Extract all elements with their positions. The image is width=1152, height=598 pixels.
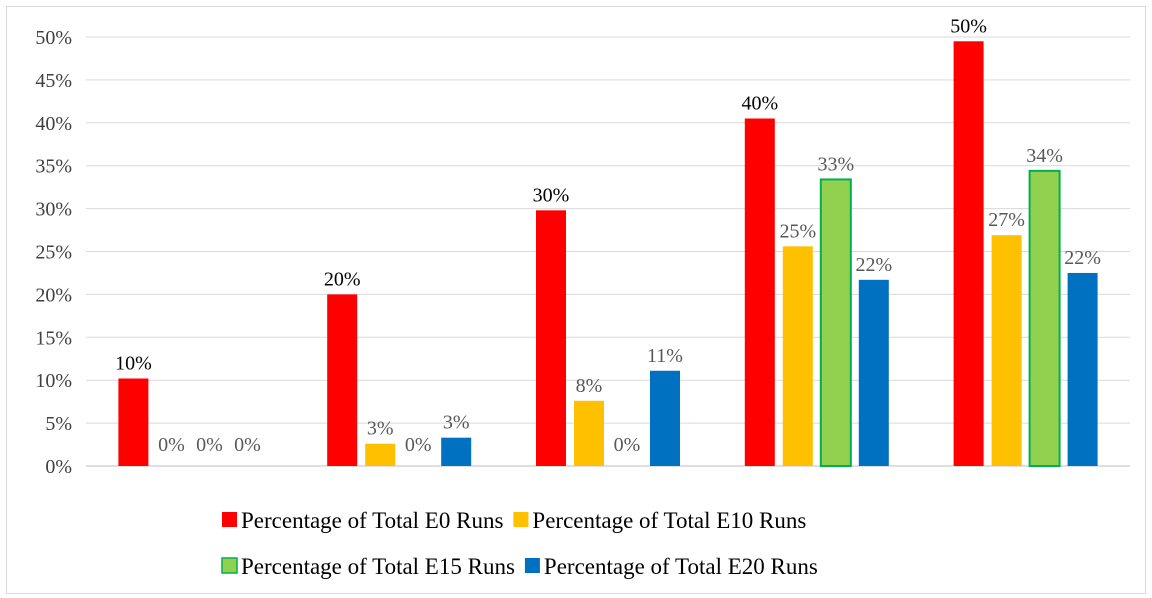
data-label: 22% <box>855 254 892 276</box>
y-tick-label: 15% <box>35 327 72 349</box>
data-label: 0% <box>158 434 185 456</box>
bar <box>536 210 566 466</box>
data-label: 3% <box>443 412 470 434</box>
data-label: 50% <box>950 15 987 37</box>
y-tick-label: 35% <box>35 156 72 178</box>
y-tick-label: 30% <box>35 199 72 221</box>
bar <box>574 400 604 466</box>
data-label: 20% <box>324 268 361 290</box>
bar <box>819 178 852 467</box>
bar <box>650 370 680 466</box>
legend-label: Percentage of Total E10 Runs <box>532 508 806 533</box>
data-label: 11% <box>647 345 683 367</box>
data-label: 25% <box>779 220 816 242</box>
legend-swatch <box>524 558 540 573</box>
legend-label: Percentage of Total E20 Runs <box>544 554 818 579</box>
y-tick-label: 40% <box>35 113 72 135</box>
y-tick-label: 20% <box>35 284 72 306</box>
legend-label: Percentage of Total E15 Runs <box>241 554 515 579</box>
bar <box>953 41 984 466</box>
y-tick-label: 45% <box>35 70 72 92</box>
bar <box>327 294 358 466</box>
y-tick-label: 25% <box>35 242 72 264</box>
data-label: 0% <box>234 434 261 456</box>
data-label: 27% <box>988 209 1025 231</box>
data-label: 40% <box>741 93 778 115</box>
bar <box>118 378 149 466</box>
bar <box>991 235 1022 466</box>
y-tick-label: 0% <box>45 456 72 478</box>
bar <box>1067 272 1098 466</box>
y-tick-label: 50% <box>35 27 72 49</box>
bar <box>782 246 813 466</box>
bar <box>744 118 775 466</box>
bar <box>365 443 396 466</box>
y-tick-label: 10% <box>35 370 72 392</box>
data-label: 34% <box>1026 145 1063 167</box>
data-label: 0% <box>196 434 223 456</box>
data-label: 10% <box>115 352 152 374</box>
legend-swatch <box>222 512 237 527</box>
data-label: 0% <box>614 434 641 456</box>
bar <box>441 437 472 466</box>
data-label: 30% <box>533 184 570 206</box>
legend-label: Percentage of Total E0 Runs <box>241 508 503 533</box>
data-label: 22% <box>1064 247 1101 269</box>
y-tick-label: 5% <box>45 413 72 435</box>
data-label: 8% <box>576 375 603 397</box>
data-label: 33% <box>817 153 854 175</box>
bar <box>1028 169 1061 468</box>
data-label: 0% <box>405 434 432 456</box>
legend-swatch <box>221 557 238 574</box>
legend-swatch <box>513 512 529 527</box>
data-label: 3% <box>367 418 394 440</box>
bar <box>858 279 889 466</box>
